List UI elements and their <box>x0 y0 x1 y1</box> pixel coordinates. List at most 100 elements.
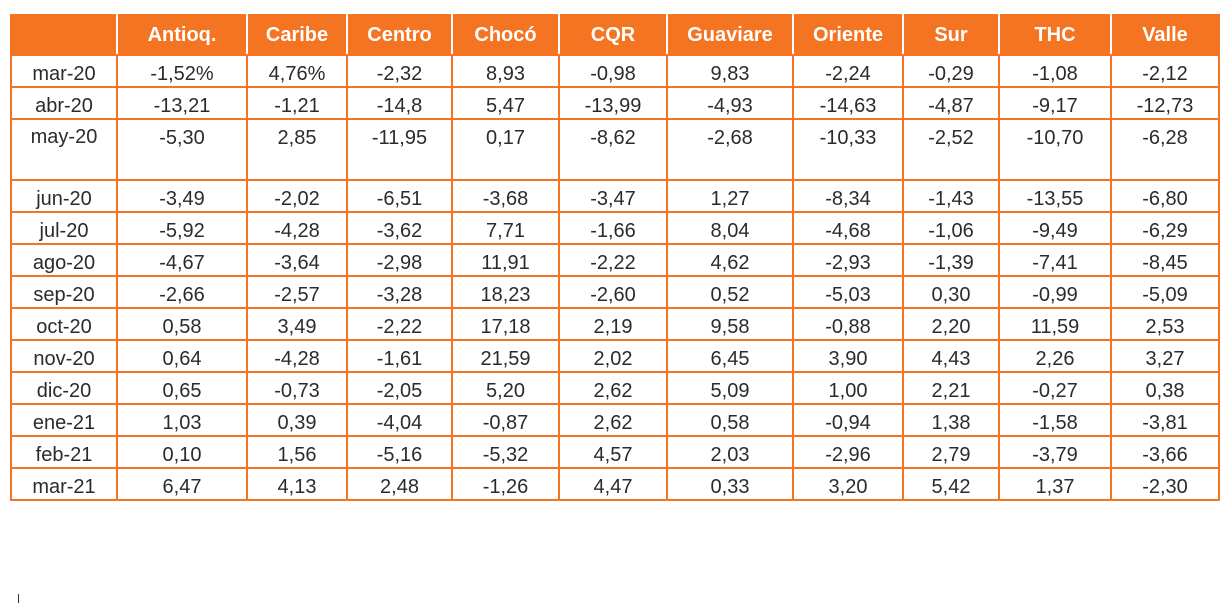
table-row: nov-20 0,64 -4,28 -1,61 21,59 2,02 6,45 3,90 4,4… <box>10 339 1220 373</box>
table-cell: -0,73 <box>246 371 348 405</box>
table-cell: 4,47 <box>558 467 668 501</box>
table-cell: 2,62 <box>558 371 668 405</box>
table-cell: 0,39 <box>246 403 348 437</box>
table-cell: 2,21 <box>902 371 1000 405</box>
table-cell: 11,59 <box>998 307 1112 341</box>
row-label: jun-20 <box>10 179 118 213</box>
table-cell: -2,96 <box>792 435 904 469</box>
table-row: dic-20 0,65 -0,73 -2,05 5,20 2,62 5,09 1,00 2,21… <box>10 371 1220 405</box>
table-cell: -3,47 <box>558 179 668 213</box>
table-cell: -2,52 <box>902 118 1000 181</box>
table-cell: -13,21 <box>116 86 248 120</box>
table-cell: -11,95 <box>346 118 453 181</box>
table-row: jul-20 -5,92 -4,28 -3,62 7,71 -1,66 8,04 -4,68-… <box>10 211 1220 245</box>
header-cell: Chocó <box>451 14 560 56</box>
table-cell: 0,58 <box>116 307 248 341</box>
table-cell: 2,02 <box>558 339 668 373</box>
table-cell: -3,28 <box>346 275 453 309</box>
table-cell: 0,58 <box>666 403 794 437</box>
table-cell: 2,26 <box>998 339 1112 373</box>
table-cell: 6,47 <box>116 467 248 501</box>
table-cell: -4,67 <box>116 243 248 277</box>
table-cell: -0,98 <box>558 54 668 88</box>
table-cell: -1,52% <box>116 54 248 88</box>
table-cell: -3,62 <box>346 211 453 245</box>
table-cell: 3,90 <box>792 339 904 373</box>
table-cell: -6,28 <box>1110 118 1220 181</box>
table-row: ene-21 1,03 0,39 -4,04 -0,87 2,62 0,58 -0,94 1,3… <box>10 403 1220 437</box>
table-cell: 0,33 <box>666 467 794 501</box>
table-row: mar-20 -1,52% 4,76% -2,32 8,93 -0,98 9,83 -2,24… <box>10 54 1220 88</box>
table-cell: -2,93 <box>792 243 904 277</box>
table-cell: -1,08 <box>998 54 1112 88</box>
table-cell: -0,99 <box>998 275 1112 309</box>
table-cell: 3,27 <box>1110 339 1220 373</box>
table-cell: -9,49 <box>998 211 1112 245</box>
row-label: may-20 <box>10 118 118 181</box>
table-cell: -3,66 <box>1110 435 1220 469</box>
table-row: jun-20 -3,49 -2,02 -6,51 -3,68 -3,47 1,27 -8,34… <box>10 179 1220 213</box>
table-cell: -2,24 <box>792 54 904 88</box>
table-cell: -3,64 <box>246 243 348 277</box>
table-cell: 1,03 <box>116 403 248 437</box>
table-cell: -3,49 <box>116 179 248 213</box>
table-cell: 2,19 <box>558 307 668 341</box>
table-cell: -2,68 <box>666 118 794 181</box>
row-label: mar-20 <box>10 54 118 88</box>
row-label: jul-20 <box>10 211 118 245</box>
table-cell: -14,63 <box>792 86 904 120</box>
table-cell: -5,16 <box>346 435 453 469</box>
table-cell: -4,28 <box>246 339 348 373</box>
header-cell: CQR <box>558 14 668 56</box>
row-label: abr-20 <box>10 86 118 120</box>
table-cell: -8,45 <box>1110 243 1220 277</box>
text-cursor-mark <box>18 594 19 603</box>
table-cell: 2,48 <box>346 467 453 501</box>
table-cell: -13,55 <box>998 179 1112 213</box>
table-cell: -2,66 <box>116 275 248 309</box>
table-cell: 0,30 <box>902 275 1000 309</box>
table-cell: 8,04 <box>666 211 794 245</box>
table-cell: 2,79 <box>902 435 1000 469</box>
table-body: mar-20 -1,52% 4,76% -2,32 8,93 -0,98 9,83 -2,24… <box>10 54 1220 501</box>
table-cell: 1,37 <box>998 467 1112 501</box>
table-row: may-20 -5,30 2,85 -11,95 0,17 -8,62 -2,68 -10,3… <box>10 118 1220 181</box>
table-cell: 17,18 <box>451 307 560 341</box>
table-cell: -8,34 <box>792 179 904 213</box>
table-cell: 2,85 <box>246 118 348 181</box>
table-cell: 0,38 <box>1110 371 1220 405</box>
table-cell: 4,76% <box>246 54 348 88</box>
table-cell: 0,17 <box>451 118 560 181</box>
table-cell: -1,26 <box>451 467 560 501</box>
table-cell: -6,51 <box>346 179 453 213</box>
table-cell: -10,33 <box>792 118 904 181</box>
table-cell: 18,23 <box>451 275 560 309</box>
table-cell: -6,80 <box>1110 179 1220 213</box>
table-cell: -2,05 <box>346 371 453 405</box>
row-label: nov-20 <box>10 339 118 373</box>
table-row: sep-20 -2,66 -2,57 -3,28 18,23 -2,60 0,52 -5,03… <box>10 275 1220 309</box>
table-cell: -1,21 <box>246 86 348 120</box>
table-cell: 9,58 <box>666 307 794 341</box>
table-cell: 9,83 <box>666 54 794 88</box>
table-cell: 4,62 <box>666 243 794 277</box>
table-row: ago-20 -4,67 -3,64 -2,98 11,91 -2,22 4,62 -2,93… <box>10 243 1220 277</box>
header-cell: Centro <box>346 14 453 56</box>
table-cell: -5,92 <box>116 211 248 245</box>
table-cell: 2,03 <box>666 435 794 469</box>
table-cell: -2,22 <box>346 307 453 341</box>
row-label: mar-21 <box>10 467 118 501</box>
table-cell: -9,17 <box>998 86 1112 120</box>
header-cell: Guaviare <box>666 14 794 56</box>
header-row: Antioq. Caribe Centro Chocó CQR Guaviare Orien… <box>10 14 1220 56</box>
regional-variation-table: Antioq. Caribe Centro Chocó CQR Guaviare Orien… <box>10 14 1220 501</box>
table-cell: -8,62 <box>558 118 668 181</box>
table-cell: -5,32 <box>451 435 560 469</box>
table-cell: -7,41 <box>998 243 1112 277</box>
table-cell: -5,03 <box>792 275 904 309</box>
table-cell: 0,65 <box>116 371 248 405</box>
row-label: feb-21 <box>10 435 118 469</box>
table-cell: 4,13 <box>246 467 348 501</box>
table-cell: -2,32 <box>346 54 453 88</box>
table-cell: -4,04 <box>346 403 453 437</box>
